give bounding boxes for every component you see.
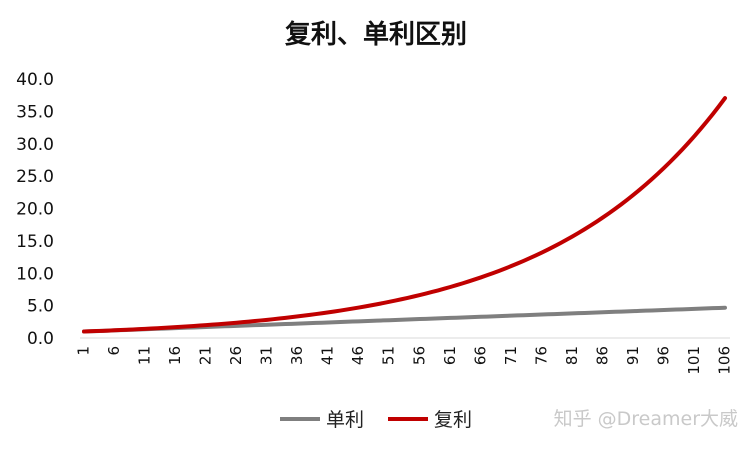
chart-title: 复利、单利区别 <box>285 20 467 50</box>
y-tick-label: 25.0 <box>16 167 54 187</box>
y-tick-label: 35.0 <box>16 102 54 122</box>
x-tick-label: 96 <box>654 346 672 365</box>
x-tick-label: 101 <box>685 346 703 375</box>
watermark: 知乎 @Dreamer大威 <box>554 408 738 430</box>
y-tick-label: 0.0 <box>27 329 54 349</box>
x-tick-label: 81 <box>563 346 581 365</box>
legend-label: 单利 <box>326 409 364 431</box>
x-tick-label: 71 <box>502 346 520 365</box>
x-tick-label: 31 <box>258 346 276 365</box>
x-tick-label: 16 <box>166 346 184 365</box>
x-tick-label: 6 <box>105 346 123 356</box>
x-tick-label: 86 <box>593 346 611 365</box>
x-tick-label: 51 <box>380 346 398 365</box>
legend: 单利 复利 <box>280 409 472 431</box>
plot-area <box>82 96 727 334</box>
y-tick-label: 15.0 <box>16 232 54 252</box>
y-tick-label: 30.0 <box>16 135 54 155</box>
series-line-compound <box>82 96 727 334</box>
x-tick-label: 61 <box>441 346 459 365</box>
x-tick-label: 11 <box>136 346 154 365</box>
y-axis: 0.0 5.0 10.0 15.0 20.0 25.0 30.0 35.0 40.0 <box>16 70 54 349</box>
x-tick-label: 46 <box>349 346 367 365</box>
x-tick-label: 76 <box>532 346 550 365</box>
legend-label: 复利 <box>434 409 472 431</box>
y-tick-label: 10.0 <box>16 264 54 284</box>
x-tick-label: 26 <box>227 346 245 365</box>
y-tick-label: 5.0 <box>27 297 54 317</box>
x-tick-label: 41 <box>319 346 337 365</box>
x-axis: 1 6 11 16 21 26 31 36 41 46 51 56 61 66 71 76 81 86 91 96 10… <box>75 346 734 375</box>
y-tick-label: 20.0 <box>16 200 54 220</box>
x-tick-label: 66 <box>471 346 489 365</box>
x-tick-label: 21 <box>197 346 215 365</box>
y-tick-label: 40.0 <box>16 70 54 90</box>
x-tick-label: 91 <box>624 346 642 365</box>
x-tick-label: 106 <box>716 346 734 375</box>
x-tick-label: 56 <box>410 346 428 365</box>
x-tick-label: 1 <box>75 346 93 356</box>
x-tick-label: 36 <box>288 346 306 365</box>
